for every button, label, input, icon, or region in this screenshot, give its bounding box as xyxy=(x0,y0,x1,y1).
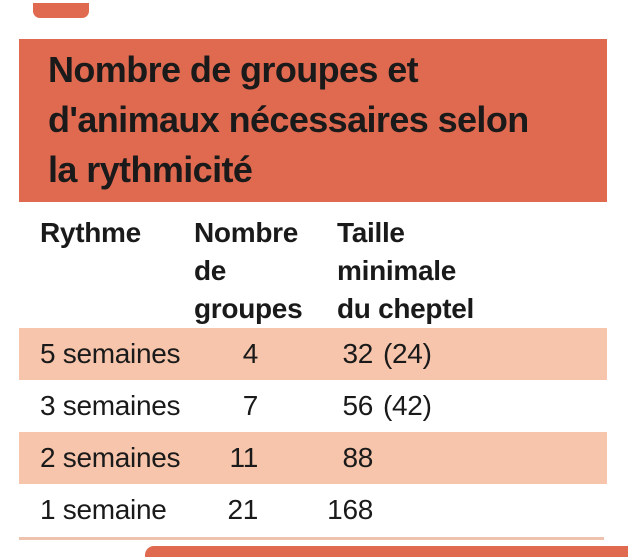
cheptel-value: 32 xyxy=(342,338,373,369)
table-header-row: Rythme Nombre de groupes Taille minimale… xyxy=(19,202,607,328)
cheptel-note: (42) xyxy=(383,390,432,421)
cell-taille-cheptel: 32 (24) xyxy=(317,338,432,370)
column-header-nombre-de-groupes: Nombre de groupes xyxy=(194,217,303,324)
cell-taille-cheptel: 168 xyxy=(317,494,383,526)
cell-taille-cheptel: 56 (42) xyxy=(317,390,432,422)
cell-nombre-groupes: 11 xyxy=(229,442,259,473)
cell-rythme: 5 semaines xyxy=(40,338,181,369)
cell-rythme: 3 semaines xyxy=(40,390,181,421)
table-row-5-semaines: 5 semaines 4 32 (24) xyxy=(19,328,607,380)
cheptel-value: 88 xyxy=(342,442,373,473)
cell-nombre-groupes: 21 xyxy=(227,494,258,525)
table-row-1-semaine: 1 semaine 21 168 xyxy=(19,484,607,536)
cell-rythme: 1 semaine xyxy=(40,494,167,525)
cell-taille-cheptel: 88 xyxy=(317,442,383,474)
table-row-2-semaines: 2 semaines 11 88 xyxy=(19,432,607,484)
column-header-rythme: Rythme xyxy=(40,217,141,248)
data-table: Rythme Nombre de groupes Taille minimale… xyxy=(19,202,607,536)
column-header-taille-minimale-du-cheptel: Taille minimale du cheptel xyxy=(337,217,475,324)
next-section-fragment xyxy=(145,546,628,557)
table-title: Nombre de groupes et d'animaux nécessair… xyxy=(48,49,529,190)
previous-section-fragment xyxy=(33,3,89,18)
cheptel-value: 56 xyxy=(342,390,373,421)
table-body: 5 semaines 4 32 (24) 3 semaines 7 56 (42… xyxy=(19,328,607,536)
title-block: Nombre de groupes et d'animaux nécessair… xyxy=(19,39,607,202)
cell-nombre-groupes: 7 xyxy=(242,390,259,421)
cell-rythme: 2 semaines xyxy=(40,442,181,473)
cell-nombre-groupes: 4 xyxy=(242,338,259,369)
bottom-divider-line xyxy=(19,537,604,540)
cheptel-value: 168 xyxy=(327,494,373,525)
table-row-3-semaines: 3 semaines 7 56 (42) xyxy=(19,380,607,432)
cheptel-note: (24) xyxy=(383,338,432,369)
